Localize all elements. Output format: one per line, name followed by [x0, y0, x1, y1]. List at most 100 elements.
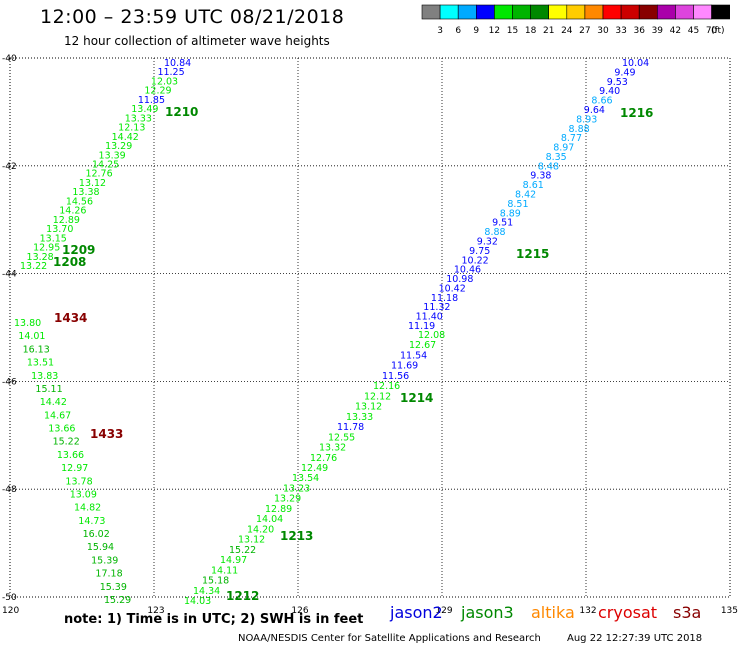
swh-value: 14.03	[184, 596, 211, 607]
swh-value: 12.08	[418, 330, 445, 341]
track-time-label: 1433	[90, 427, 123, 441]
scale-swatch	[711, 4, 730, 20]
longitude-tick-label: 120	[2, 606, 19, 616]
scale-tick-label: 21	[543, 26, 554, 36]
scale-tick-label: 42	[670, 26, 681, 36]
swh-value: 13.09	[70, 489, 97, 500]
scale-tick-label: 24	[561, 26, 573, 36]
page-subtitle: 12 hour collection of altimeter wave hei…	[64, 34, 330, 48]
swh-value: 15.22	[53, 437, 80, 448]
footer-note: note: 1) Time is in UTC; 2) SWH is in fe…	[64, 612, 364, 627]
legend-satellite-s3a: s3a	[673, 603, 702, 622]
swh-value: 15.39	[100, 582, 127, 593]
swh-value: 8.77	[561, 133, 582, 144]
swh-value: 13.33	[346, 412, 373, 423]
swh-value: 12.29	[144, 86, 171, 97]
longitude-tick-label: 129	[435, 606, 452, 616]
scale-tick-label: 9	[473, 26, 479, 36]
swh-value: 17.18	[95, 569, 122, 580]
swh-value: 11.85	[138, 95, 165, 106]
swh-value: 8.51	[507, 199, 528, 210]
swh-value: 12.76	[85, 169, 112, 180]
swh-value: 13.66	[48, 424, 75, 435]
swh-value: 14.56	[66, 196, 93, 207]
swh-value: 9.49	[614, 67, 635, 78]
scale-tick-label: 39	[652, 26, 664, 36]
scale-tick-label: 36	[633, 26, 645, 36]
swh-value: 13.23	[283, 483, 310, 494]
swh-value: 9.51	[492, 218, 513, 229]
swh-value: 12.12	[364, 391, 391, 402]
latitude-tick-label: -42	[2, 162, 17, 172]
swh-value: 12.03	[151, 76, 178, 87]
swh-value: 11.40	[416, 312, 443, 323]
swh-value: 12.13	[118, 123, 145, 134]
swh-value: 10.98	[446, 274, 473, 285]
swh-value: 11.78	[337, 422, 364, 433]
wave-height-color-scale: 3 6 9 12 15 18 21 24 27 30 33 36 39 42 45 70(ft)	[421, 4, 730, 36]
swh-value: 16.13	[23, 344, 50, 355]
generation-timestamp: Aug 22 12:27:39 UTC 2018	[567, 633, 703, 644]
legend-satellite-cryosat: cryosat	[598, 603, 658, 622]
swh-value: 14.73	[78, 516, 105, 527]
latitude-tick-label: -50	[2, 593, 17, 603]
swh-value: 9.32	[477, 236, 498, 247]
swh-value: 14.04	[256, 514, 283, 525]
swh-value: 10.84	[164, 58, 191, 69]
track-time-label: 1209	[62, 243, 95, 257]
scale-tick-label: 6	[455, 26, 461, 36]
swh-value: 13.12	[355, 402, 382, 413]
swh-value: 12.16	[373, 381, 400, 392]
scale-tick-label: 12	[489, 26, 500, 36]
swh-value: 9.53	[607, 77, 628, 88]
swh-value: 15.39	[91, 555, 118, 566]
swh-value: 13.54	[292, 473, 319, 484]
track-time-label: 1434	[54, 311, 87, 325]
swh-value: 9.40	[599, 86, 620, 97]
latitude-tick-label: -44	[2, 270, 17, 280]
swh-value: 14.97	[220, 555, 247, 566]
swh-value: 12.67	[409, 340, 436, 351]
swh-value: 8.97	[553, 143, 574, 154]
swh-value: 15.11	[35, 384, 62, 395]
swh-value: 13.49	[131, 104, 158, 115]
swh-value: 13.32	[319, 443, 346, 454]
swh-value: 13.15	[40, 233, 67, 244]
latitude-tick-label: -40	[2, 54, 17, 64]
swh-value: 13.78	[65, 476, 92, 487]
track-time-label: 1215	[516, 247, 549, 261]
latitude-tick-label: -48	[2, 485, 17, 495]
swh-value: 14.34	[193, 586, 220, 597]
swh-value: 14.11	[211, 565, 238, 576]
scale-tick-label: 15	[507, 26, 518, 36]
track-time-label: 1216	[620, 106, 653, 120]
swh-value: 10.46	[454, 265, 481, 276]
swh-value: 13.80	[14, 318, 41, 329]
swh-value: 16.02	[83, 529, 110, 540]
swh-value: 12.89	[265, 504, 292, 515]
swh-value: 14.20	[247, 524, 274, 535]
swh-value: 14.42	[40, 397, 67, 408]
swh-value: 13.38	[72, 187, 99, 198]
swh-value: 12.76	[310, 453, 337, 464]
swh-value: 11.54	[400, 350, 427, 361]
swh-value: 12.55	[328, 432, 355, 443]
swh-value: 12.49	[301, 463, 328, 474]
swh-value: 12.95	[33, 243, 60, 254]
track-values: 10.8411.2512.0312.2911.8513.4913.3312.13…	[14, 58, 649, 607]
swh-value: 13.51	[27, 358, 54, 369]
longitude-tick-label: 132	[579, 606, 596, 616]
swh-value: 15.94	[87, 542, 114, 553]
swh-value: 8.66	[591, 96, 612, 107]
swh-value: 13.29	[274, 494, 301, 505]
track-time-label: 1208	[53, 255, 86, 269]
swh-value: 13.83	[31, 371, 58, 382]
swh-value: 14.26	[59, 206, 86, 217]
swh-value: 14.01	[18, 331, 45, 342]
map-axes: 120 123 126 129 132 135 -40 -42 -44 -46 -48 -50	[2, 54, 738, 616]
track-time-label: 1212	[226, 589, 259, 603]
swh-value: 9.75	[469, 246, 490, 257]
swh-value: 10.42	[439, 283, 466, 294]
swh-value: 11.19	[408, 321, 435, 332]
